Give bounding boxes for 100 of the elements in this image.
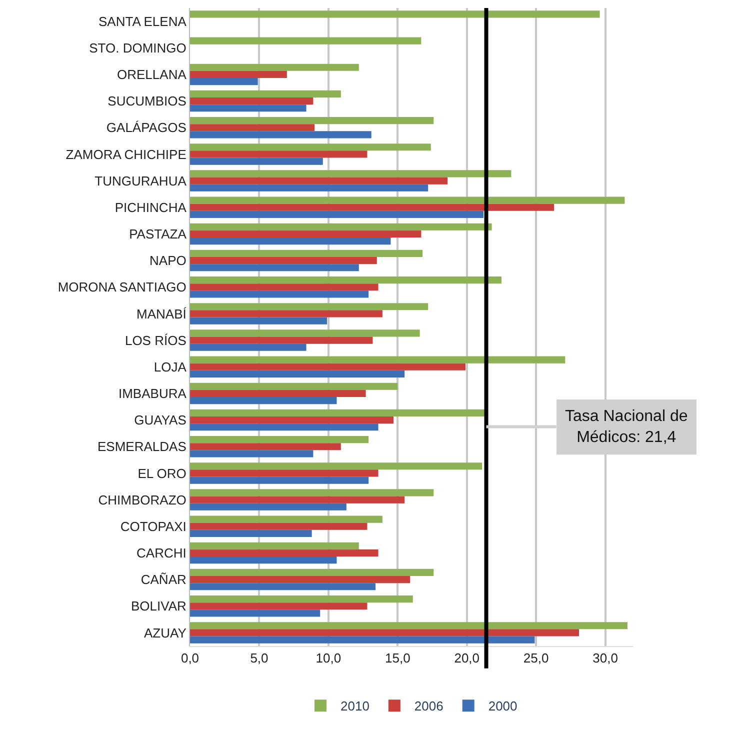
bar	[190, 496, 405, 504]
y-tick-label: GUAYAS	[134, 412, 187, 428]
bar	[190, 290, 369, 298]
bar	[190, 170, 512, 178]
y-tick-label: AZUAY	[144, 625, 187, 640]
bar	[190, 397, 337, 404]
bar	[190, 450, 314, 458]
bar	[190, 238, 391, 245]
x-tick-label: 10,0	[316, 650, 342, 666]
bar	[190, 516, 382, 523]
bar	[190, 476, 369, 484]
bar	[190, 204, 554, 211]
bar	[190, 436, 369, 444]
y-tick-label: BOLIVAR	[131, 598, 186, 614]
y-tick-label: CARCHI	[136, 546, 186, 561]
bar	[190, 522, 368, 530]
y-tick-label: CHIMBORAZO	[98, 492, 186, 508]
bar	[190, 150, 368, 158]
y-tick-label: ZAMORA CHICHIPE	[66, 146, 187, 162]
y-tick-label: IMBABURA	[118, 386, 187, 402]
bar	[190, 177, 448, 184]
bar	[190, 37, 422, 44]
bar	[190, 310, 382, 318]
bar	[190, 70, 287, 78]
y-tick-label: MORONA SANTIAGO	[58, 280, 186, 295]
y-tick-label: NAPO	[150, 253, 186, 268]
x-tick-label: 0,0	[180, 650, 200, 666]
bar	[190, 636, 535, 644]
y-tick-label: TUNGURAHUA	[94, 173, 187, 188]
bar	[190, 424, 378, 431]
bar	[190, 10, 600, 18]
ref-line-label: Tasa Nacional de Médicos: 21,4	[565, 408, 688, 446]
bar	[190, 210, 484, 218]
bar	[190, 104, 306, 112]
bar	[190, 602, 368, 610]
x-tick-label: 5,0	[250, 650, 268, 666]
bar	[190, 131, 372, 138]
y-tick-label: MANABÍ	[136, 306, 187, 322]
bar	[190, 330, 420, 337]
legend-label: 2006	[414, 698, 444, 714]
bar	[190, 223, 492, 230]
bar	[190, 462, 482, 470]
bar	[190, 90, 341, 98]
y-tick-label: CAÑAR	[140, 572, 186, 588]
bar	[190, 257, 377, 264]
bar	[190, 196, 625, 204]
bar	[190, 284, 378, 291]
y-tick-label: LOJA	[154, 359, 187, 374]
bar	[190, 158, 323, 165]
y-tick-label: EL ORO	[138, 466, 186, 481]
bar	[190, 530, 312, 538]
y-tick-label: SANTA ELENA	[98, 14, 187, 29]
bar	[190, 356, 566, 364]
bar	[190, 595, 413, 603]
y-tick-label: STO. DOMINGO	[89, 40, 186, 56]
bar	[190, 568, 434, 576]
x-tick-label: 25,0	[523, 650, 549, 666]
bar	[190, 250, 423, 257]
bar	[190, 144, 431, 151]
bar	[190, 549, 378, 556]
y-tick-label: SUCUMBIOS	[108, 94, 187, 109]
y-tick-label: GALÁPAGOS	[106, 120, 187, 136]
legend-label: 2010	[340, 698, 370, 714]
bar	[190, 610, 320, 617]
bar	[190, 303, 428, 310]
x-tick-label: 30,0	[592, 650, 618, 666]
x-tick-label: 15,0	[385, 650, 410, 666]
y-tick-label: PICHINCHA	[114, 200, 187, 215]
bar	[190, 78, 258, 86]
bar	[190, 390, 366, 397]
bar	[190, 470, 378, 477]
y-tick-label: PASTAZA	[129, 226, 187, 242]
x-tick-label: 20,0	[454, 650, 480, 666]
y-tick-label: COTOPAXI	[120, 518, 186, 534]
bar	[190, 344, 306, 351]
bar	[190, 576, 410, 584]
bar	[190, 542, 359, 550]
bar	[190, 622, 628, 630]
legend-label: 2000	[488, 698, 518, 714]
bar	[190, 124, 315, 132]
bar	[190, 276, 502, 284]
bar	[190, 116, 434, 124]
bar	[190, 382, 398, 390]
bar	[190, 317, 328, 324]
bar	[190, 184, 428, 192]
bar	[190, 443, 341, 450]
bar	[190, 489, 434, 496]
bar	[190, 629, 580, 636]
bar	[190, 370, 405, 378]
bar	[190, 363, 466, 370]
y-tick-label: LOS RÍOS	[124, 332, 187, 348]
bar	[190, 264, 359, 272]
bar	[190, 64, 359, 71]
bar	[190, 230, 422, 238]
bar	[190, 503, 346, 510]
y-tick-label: ORELLANA	[117, 67, 187, 82]
bar	[190, 336, 373, 344]
bar	[190, 583, 376, 590]
y-tick-label: ESMERALDAS	[98, 439, 187, 454]
bar	[190, 416, 394, 424]
